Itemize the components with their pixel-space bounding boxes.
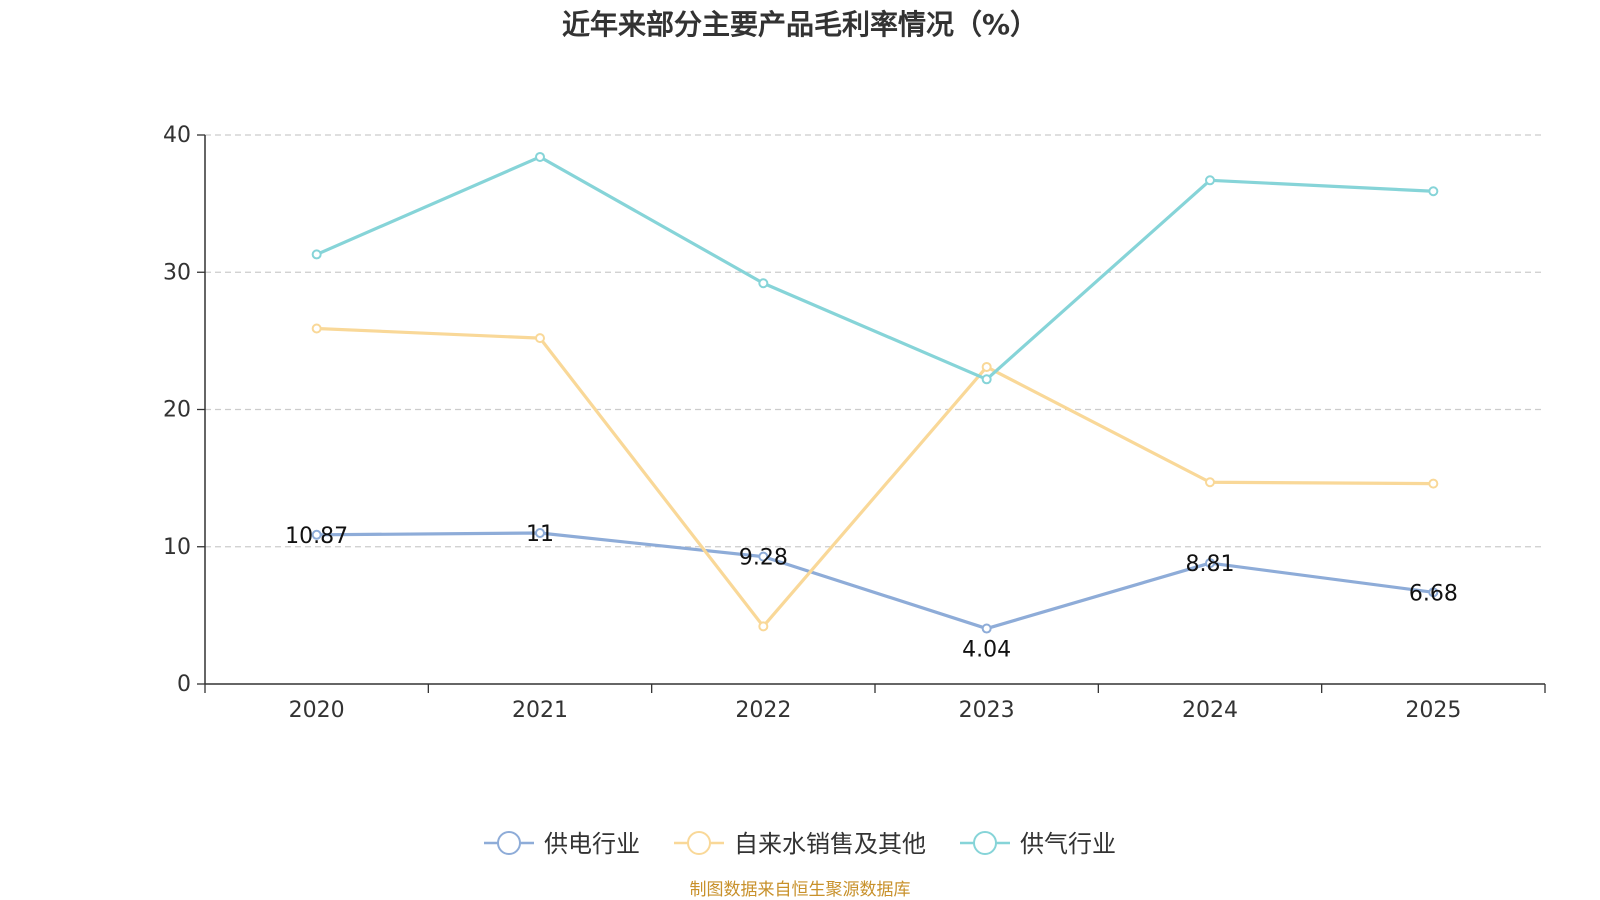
data-point [535,151,545,162]
series-line-0 [316,531,1434,631]
x-tick-label: 2025 [1405,698,1461,723]
data-point [535,333,545,344]
grid-lines [205,134,1545,548]
source-note: 制图数据来自恒生聚源数据库 [690,880,911,900]
legend-label: 供电行业 [544,830,640,858]
data-point [1205,175,1215,186]
x-tick-label: 2022 [735,698,791,723]
data-point [981,623,992,634]
data-labels: 10.87 11 9.28 4.04 8.81 6.68 [285,522,1458,663]
series-line-2 [316,155,1434,381]
data-label: 11 [526,522,554,547]
y-tick-label: 20 [163,398,191,423]
data-label: 4.04 [962,638,1011,663]
chart-title: 近年来部分主要产品毛利率情况（%） [562,8,1038,41]
data-point [1205,558,1215,569]
legend-marker [687,831,711,855]
data-point [311,323,322,334]
series-lines [311,151,1439,634]
data-point [1428,478,1439,489]
legend-marker [497,831,521,855]
data-point [1428,587,1439,598]
data-point [758,278,769,289]
data-point [981,374,992,385]
data-point [1205,477,1215,488]
legend: 供电行业 自来水销售及其他 供气行业 [484,830,1116,858]
legend-label: 自来水销售及其他 [734,830,926,858]
data-point [535,528,545,539]
data-point [311,529,322,540]
y-tick-label: 0 [177,672,191,697]
legend-label: 供气行业 [1020,830,1116,858]
axes: 0 10 20 30 40 2020 2021 2022 2023 2024 2025 [163,123,1546,723]
x-tick-label: 2020 [289,698,345,723]
data-label: 6.68 [1409,581,1458,606]
x-tick-label: 2024 [1182,698,1238,723]
data-point [758,551,769,562]
data-point [1428,186,1439,197]
data-point [758,621,769,632]
legend-item: 自来水销售及其他 [674,830,926,858]
y-tick-label: 30 [163,260,191,285]
data-point [311,249,322,260]
data-point [981,361,992,372]
series-line-1 [316,326,1434,628]
legend-item: 供电行业 [484,830,640,858]
data-label: 10.87 [285,524,348,549]
legend-marker [973,831,997,855]
x-tick-label: 2021 [512,698,568,723]
y-tick-label: 40 [163,123,191,148]
legend-item: 供气行业 [960,830,1116,858]
x-tick-label: 2023 [959,698,1015,723]
data-label: 9.28 [739,546,788,571]
y-tick-label: 10 [163,535,191,560]
data-label: 8.81 [1186,552,1235,577]
